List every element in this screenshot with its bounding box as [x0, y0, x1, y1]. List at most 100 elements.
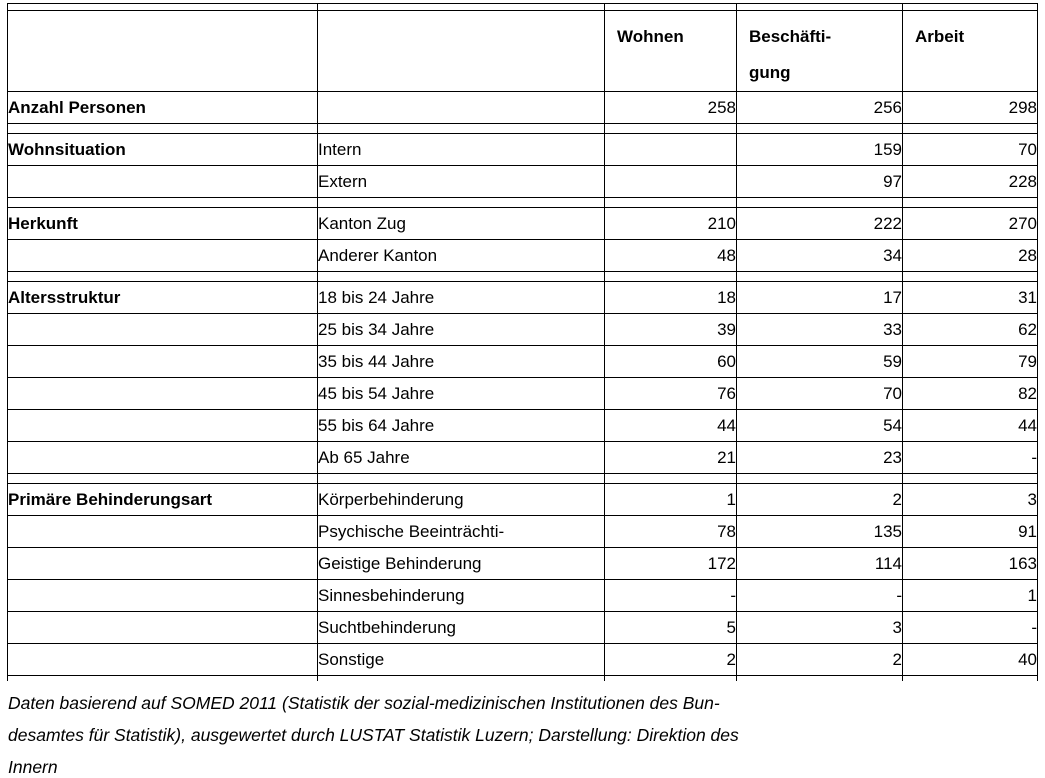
value-cell-wohnen: 21 — [604, 441, 737, 474]
row-category-cell: Psychische Beeinträchti- — [317, 515, 605, 548]
value-cell-wohnen: 39 — [604, 313, 737, 346]
value-cell-wohnen: 5 — [604, 611, 737, 644]
spacer-cell — [7, 123, 318, 134]
value-cell-beschaeftigung: 256 — [736, 91, 903, 124]
header-cell-beschaeftigung: Beschäfti- gung — [736, 10, 903, 92]
table-row: Ab 65 Jahre 21 23- — [7, 441, 1038, 474]
table-row: 45 bis 54 Jahre 76 70 82 — [7, 377, 1038, 410]
spacer-cell — [736, 473, 903, 484]
value-cell-beschaeftigung: 17 — [736, 281, 903, 314]
spacer-cell — [7, 675, 318, 681]
value-cell-wohnen: 18 — [604, 281, 737, 314]
table-row: Anzahl Personen 258 256 298 — [7, 91, 1038, 124]
value-cell-wohnen: 60 — [604, 345, 737, 378]
row-category-cell: Intern — [317, 133, 605, 166]
value-cell-arbeit: 91 — [902, 515, 1038, 548]
value-cell-wohnen: 172 — [604, 547, 737, 580]
spacer-cell — [604, 473, 737, 484]
table-row: Anderer Kanton 48 34 28 — [7, 239, 1038, 272]
row-label-cell — [7, 611, 318, 644]
value-cell-wohnen: - — [604, 579, 737, 612]
row-category-cell: Extern — [317, 165, 605, 198]
spacer-cell — [736, 197, 903, 208]
value-cell-beschaeftigung: 2 — [736, 483, 903, 516]
value-cell-beschaeftigung: 33 — [736, 313, 903, 346]
header-row: Wohnen Beschäfti- gung Arbeit — [7, 10, 1038, 92]
value-cell-beschaeftigung: 159 — [736, 133, 903, 166]
value-cell-arbeit: 228 — [902, 165, 1038, 198]
row-label-cell: Altersstruktur — [7, 281, 318, 314]
value-cell-arbeit: 40 — [902, 643, 1038, 676]
row-category-cell: 25 bis 34 Jahre — [317, 313, 605, 346]
row-label-cell — [7, 377, 318, 410]
value-cell-arbeit: 3 — [902, 483, 1038, 516]
value-cell-arbeit: 298 — [902, 91, 1038, 124]
table-row: Wohnsituation Intern 159 70 — [7, 133, 1038, 166]
table-row: 55 bis 64 Jahre 44 54 44 — [7, 409, 1038, 442]
spacer-cell — [736, 123, 903, 134]
header-cell-arbeit: Arbeit — [902, 10, 1038, 92]
source-note-line: Daten basierend auf SOMED 2011 (Statisti… — [8, 692, 720, 713]
row-label-cell — [7, 441, 318, 474]
table-row: Sonstige 2 2 40 — [7, 643, 1038, 676]
spacer-cell — [902, 123, 1038, 134]
row-category-cell: Kanton Zug — [317, 207, 605, 240]
table-row: Herkunft Kanton Zug 210 222 270 — [7, 207, 1038, 240]
header-cell-empty-1 — [7, 10, 318, 92]
spacer-row — [7, 197, 1038, 208]
row-label-cell — [7, 409, 318, 442]
spacer-cell — [604, 197, 737, 208]
row-category-cell: 35 bis 44 Jahre — [317, 345, 605, 378]
row-label-cell: Herkunft — [7, 207, 318, 240]
value-cell-wohnen: 1 — [604, 483, 737, 516]
row-category-cell: Körperbehinderung — [317, 483, 605, 516]
value-cell-beschaeftigung: 97 — [736, 165, 903, 198]
spacer-cell — [317, 123, 605, 134]
spacer-row — [7, 3, 1038, 11]
row-label-cell — [7, 239, 318, 272]
value-cell-beschaeftigung: 70 — [736, 377, 903, 410]
value-cell-beschaeftigung: 3 — [736, 611, 903, 644]
value-cell-arbeit: 270 — [902, 207, 1038, 240]
value-cell-beschaeftigung: 222 — [736, 207, 903, 240]
spacer-cell — [604, 675, 737, 681]
table-row: Altersstruktur 18 bis 24 Jahre 18 17 31 — [7, 281, 1038, 314]
row-label-cell — [7, 515, 318, 548]
spacer-cell — [902, 473, 1038, 484]
table-row: Psychische Beeinträchti- 78 135 91 — [7, 515, 1038, 548]
spacer-cell — [7, 3, 318, 11]
table-row: Extern 97 228 — [7, 165, 1038, 198]
row-category-cell — [317, 91, 605, 124]
value-cell-beschaeftigung: 54 — [736, 409, 903, 442]
value-cell-wohnen: 48 — [604, 239, 737, 272]
value-cell-beschaeftigung: 23 — [736, 441, 903, 474]
spacer-cell — [317, 197, 605, 208]
spacer-cell — [317, 3, 605, 11]
spacer-cell — [7, 197, 318, 208]
row-category-cell: Geistige Behinderung — [317, 547, 605, 580]
spacer-cell — [604, 123, 737, 134]
spacer-row — [7, 271, 1038, 282]
value-cell-beschaeftigung: 34 — [736, 239, 903, 272]
value-cell-wohnen — [604, 165, 737, 198]
row-category-cell: 55 bis 64 Jahre — [317, 409, 605, 442]
row-category-cell: Ab 65 Jahre — [317, 441, 605, 474]
row-label-cell: Anzahl Personen — [7, 91, 318, 124]
value-cell-arbeit: 1 — [902, 579, 1038, 612]
spacer-cell — [736, 675, 903, 681]
spacer-cell — [317, 271, 605, 282]
value-cell-arbeit: 79 — [902, 345, 1038, 378]
source-note-line: desamtes für Statistik), ausgewertet dur… — [8, 724, 739, 745]
value-cell-wohnen: 258 — [604, 91, 737, 124]
row-label-cell — [7, 579, 318, 612]
spacer-cell — [604, 3, 737, 11]
table-row: Geistige Behinderung 172 114 163 — [7, 547, 1038, 580]
value-cell-beschaeftigung: 114 — [736, 547, 903, 580]
table-row: Suchtbehinderung 5 3- — [7, 611, 1038, 644]
value-cell-beschaeftigung: 135 — [736, 515, 903, 548]
spacer-cell — [902, 3, 1038, 11]
value-cell-wohnen: 2 — [604, 643, 737, 676]
row-label-cell — [7, 643, 318, 676]
value-cell-arbeit: 28 — [902, 239, 1038, 272]
